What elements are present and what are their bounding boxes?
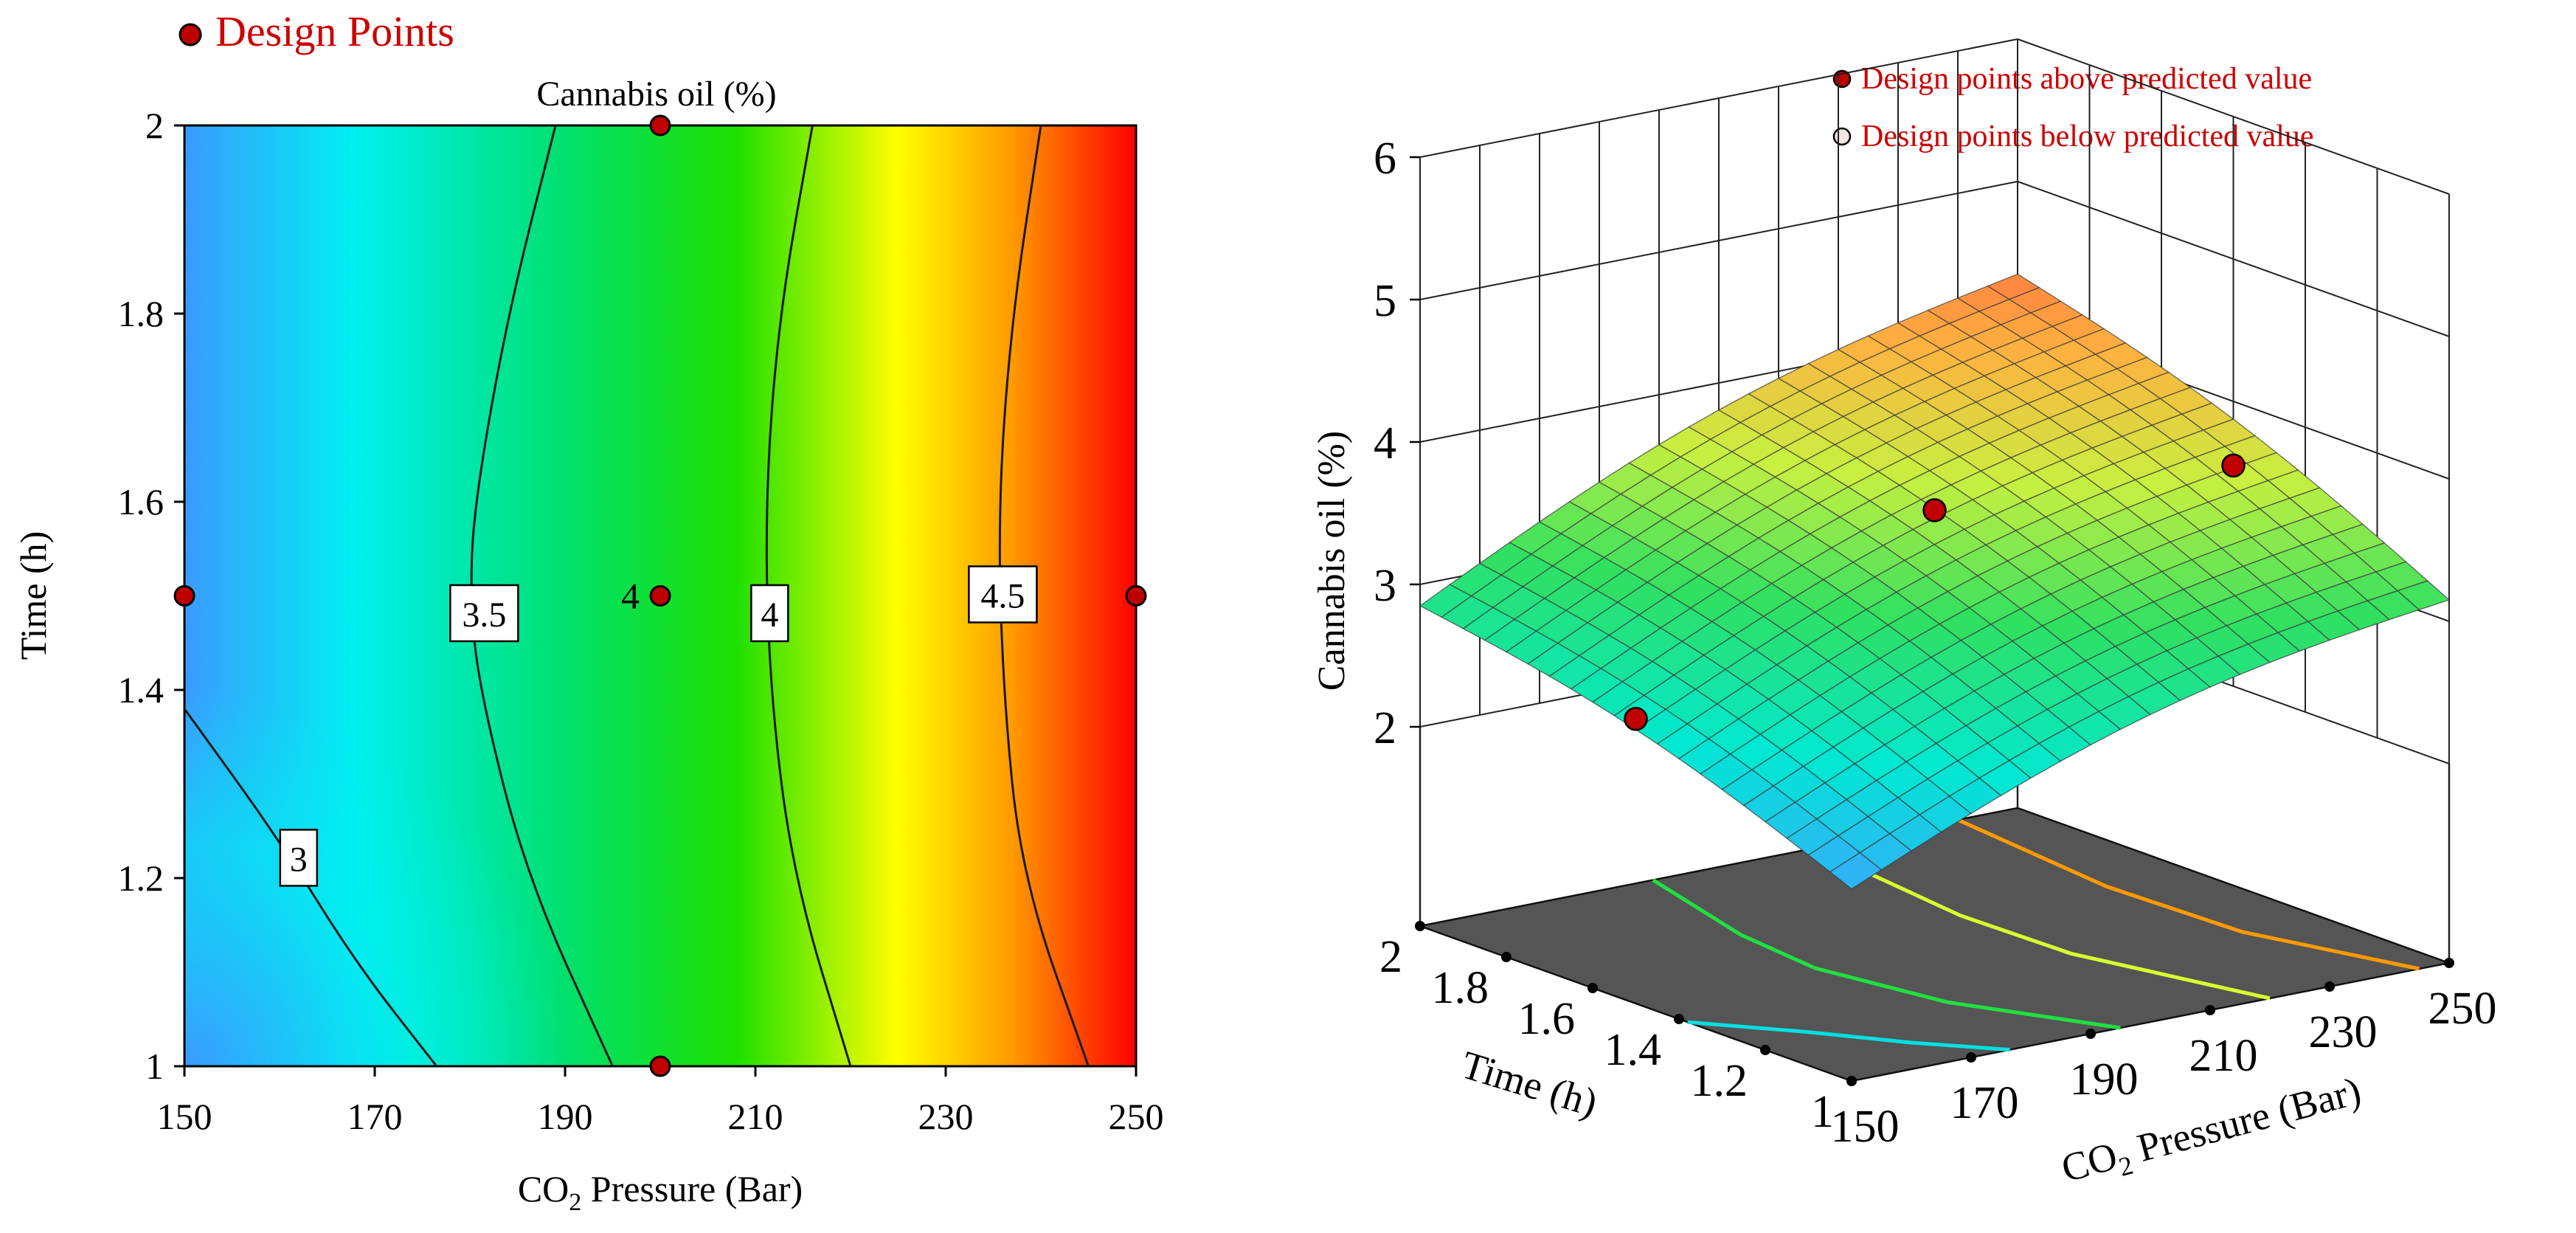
wall-grid-line (2017, 38, 2450, 195)
wall-grid-line (2017, 181, 2450, 337)
y-tick-label: 1.2 (118, 857, 165, 899)
contour-line-4 (765, 125, 852, 1067)
x-tick-mark (2324, 981, 2335, 992)
contour-label-box (449, 584, 519, 643)
x-tick-label: 190 (538, 1096, 593, 1137)
contour-title: Cannabis oil (%) (536, 75, 776, 114)
contour-label-box (968, 565, 1038, 624)
surface-design-point (2221, 453, 2246, 478)
contour-label: 4.5 (980, 577, 1025, 616)
x-tick-mark (1966, 1052, 1976, 1063)
x-tick-label: 250 (2428, 984, 2497, 1034)
contour-x-axis-label: CO2 Pressure (Bar) (518, 1168, 803, 1216)
surface-mesh (1419, 273, 2451, 890)
x-tick-label: 170 (347, 1096, 403, 1137)
y-tick-label: 1.2 (1691, 1056, 1748, 1106)
surface-design-point (1624, 706, 1648, 731)
contour-lines: 3 3.5 4 4.5 (183, 125, 1090, 1067)
contour-plot: Design Points Cannabis oil (%) 33.5 4 4.5 … (13, 7, 1164, 1216)
y-tick-label: 1.6 (1518, 994, 1576, 1044)
wall-grid-line (1419, 181, 2018, 300)
surface-cell (2396, 580, 2451, 611)
z-tick-label: 3 (1374, 561, 1396, 611)
contour-line-4-5 (998, 125, 1090, 1067)
y-tick-mark (1760, 1045, 1770, 1055)
surface-design-point (1922, 498, 1947, 522)
z-tick-label: 2 (1374, 703, 1396, 753)
legend-above-label: Design points above predicted value (1861, 62, 2312, 96)
wall-grid-line (1419, 38, 2018, 158)
x-tick-label: 170 (1950, 1078, 2019, 1128)
y-tick-label: 1.8 (118, 293, 165, 334)
contour-line-3-5 (470, 125, 614, 1067)
y-tick-label: 1 (1811, 1087, 1834, 1137)
design-point (649, 585, 671, 607)
contour-label: 3.5 (462, 595, 506, 635)
floor-plane (1416, 807, 2453, 1082)
x-tick-mark (2444, 958, 2454, 968)
y-tick-mark (1588, 983, 1598, 993)
x-tick-label: 250 (1109, 1096, 1164, 1137)
x-tick-label: 150 (1831, 1102, 1900, 1152)
y-tick-mark (1674, 1014, 1684, 1024)
y-tick-label: 2 (1379, 932, 1402, 982)
floor-contour-line (1813, 846, 2271, 1001)
legend-below-label: Design points below predicted value (1861, 120, 2314, 153)
contour-label: 4 (761, 595, 778, 635)
design-point (649, 1055, 671, 1077)
x-tick-mark (2205, 1005, 2215, 1015)
contour-design-points: 4 (173, 114, 1147, 1077)
legend-design-points-label: Design Points (215, 7, 454, 55)
design-point (173, 585, 195, 607)
surface-axes: 2 3 4 5 6 150 170 190 210 230 250 1 1.2 1.4 1.6 1.8 2 (1374, 134, 2497, 1152)
contour-label: 3 (290, 840, 308, 880)
y-tick-mark (1846, 1076, 1857, 1086)
y-tick-mark (1501, 952, 1512, 962)
y-tick-label: 1.4 (118, 669, 165, 711)
surface-design-points (1624, 453, 2246, 731)
design-point-label: 4 (621, 576, 640, 617)
z-tick-label: 5 (1374, 276, 1396, 326)
design-point (649, 114, 671, 137)
contour-label-box (279, 829, 319, 887)
floor-contour-line (1687, 1020, 2010, 1052)
surface-floor (1416, 807, 2453, 1082)
design-point (1125, 585, 1147, 607)
contour-axes: 150 170 190 210 230 250 1 1.2 1.4 1.6 1.8 2 (118, 105, 1164, 1137)
z-tick-label: 6 (1374, 134, 1396, 184)
contour-y-axis-label: Time (h) (13, 531, 54, 660)
contour-label-box (750, 584, 789, 643)
y-tick-label: 1.4 (1604, 1025, 1662, 1075)
y-tick-label: 1.6 (118, 481, 165, 522)
floor-contour-line (1956, 818, 2420, 971)
surface-plot: Design points above predicted value Desi… (1311, 38, 2497, 1191)
x-tick-label: 230 (918, 1096, 974, 1137)
x-tick-label: 190 (2070, 1054, 2139, 1105)
legend-design-point-marker (179, 23, 202, 46)
y-tick-label: 1 (145, 1046, 164, 1087)
x-tick-label: 150 (157, 1096, 212, 1137)
surface-z-axis-label: Cannabis oil (%) (1311, 431, 1353, 691)
y-tick-label: 1.8 (1432, 963, 1489, 1013)
y-tick-label: 2 (145, 105, 164, 146)
x-tick-mark (2085, 1029, 2096, 1039)
y-tick-mark (1415, 921, 1425, 931)
x-tick-label: 230 (2309, 1007, 2378, 1057)
x-tick-label: 210 (728, 1096, 783, 1137)
surface-y-axis-label: Time (h) (1456, 1043, 1602, 1125)
legend-below-marker (1832, 127, 1852, 146)
z-tick-label: 4 (1374, 418, 1396, 469)
floor-contour-line (1652, 878, 2121, 1030)
x-tick-label: 210 (2189, 1031, 2258, 1081)
